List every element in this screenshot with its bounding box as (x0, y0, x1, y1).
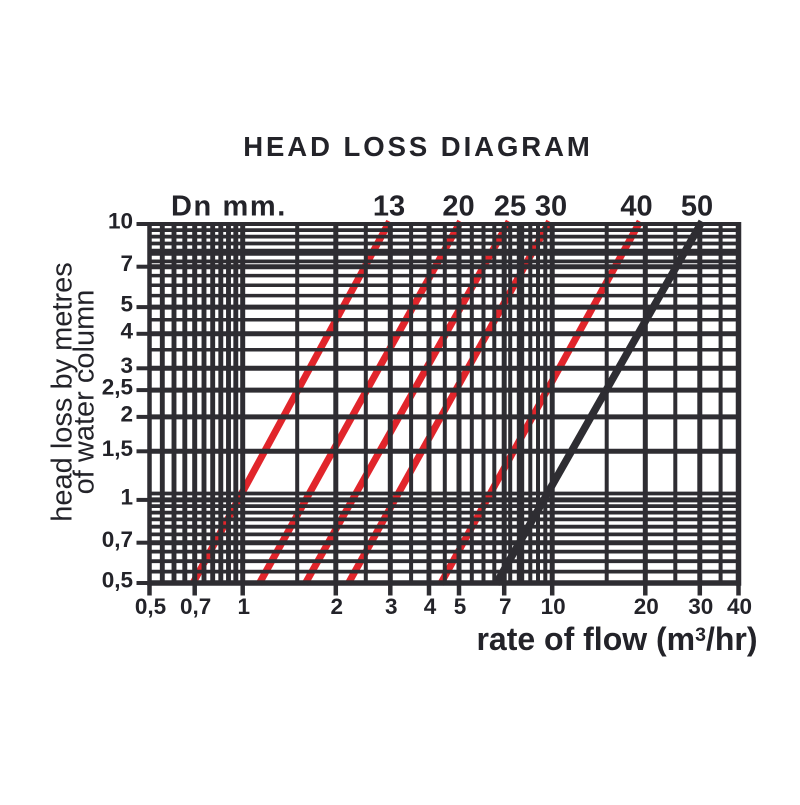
svg-text:5: 5 (454, 594, 467, 619)
svg-text:0,7: 0,7 (180, 594, 211, 619)
svg-text:25: 25 (494, 191, 526, 223)
svg-text:head loss by metres: head loss by metres (47, 262, 79, 522)
svg-text:3: 3 (120, 353, 133, 378)
svg-text:of water column: of water column (69, 290, 101, 495)
svg-text:2,5: 2,5 (102, 375, 133, 400)
svg-text:20: 20 (442, 191, 474, 223)
svg-text:2: 2 (331, 594, 344, 619)
svg-text:3: 3 (385, 594, 398, 619)
svg-text:4: 4 (120, 318, 133, 343)
svg-text:1: 1 (120, 484, 133, 509)
svg-text:30: 30 (535, 191, 567, 223)
svg-text:10: 10 (541, 594, 566, 619)
svg-text:50: 50 (681, 191, 713, 223)
svg-text:0,5: 0,5 (102, 568, 133, 593)
svg-text:40: 40 (727, 594, 752, 619)
svg-text:7: 7 (120, 251, 133, 276)
svg-text:40: 40 (620, 191, 652, 223)
svg-text:1,5: 1,5 (102, 436, 133, 461)
svg-text:1: 1 (237, 594, 250, 619)
svg-text:4: 4 (424, 594, 437, 619)
svg-text:13: 13 (373, 191, 405, 223)
svg-text:30: 30 (688, 594, 713, 619)
svg-text:10: 10 (108, 209, 133, 234)
svg-text:HEAD LOSS DIAGRAM: HEAD LOSS DIAGRAM (243, 131, 593, 162)
svg-text:0,5: 0,5 (135, 594, 166, 619)
svg-text:20: 20 (634, 594, 659, 619)
svg-text:5: 5 (120, 292, 133, 317)
svg-text:rate of flow (m3/hr): rate of flow (m3/hr) (476, 621, 757, 657)
svg-text:7: 7 (499, 594, 512, 619)
svg-text:2: 2 (120, 401, 133, 426)
svg-text:0,7: 0,7 (102, 527, 133, 552)
svg-text:Dn mm.: Dn mm. (171, 191, 287, 223)
